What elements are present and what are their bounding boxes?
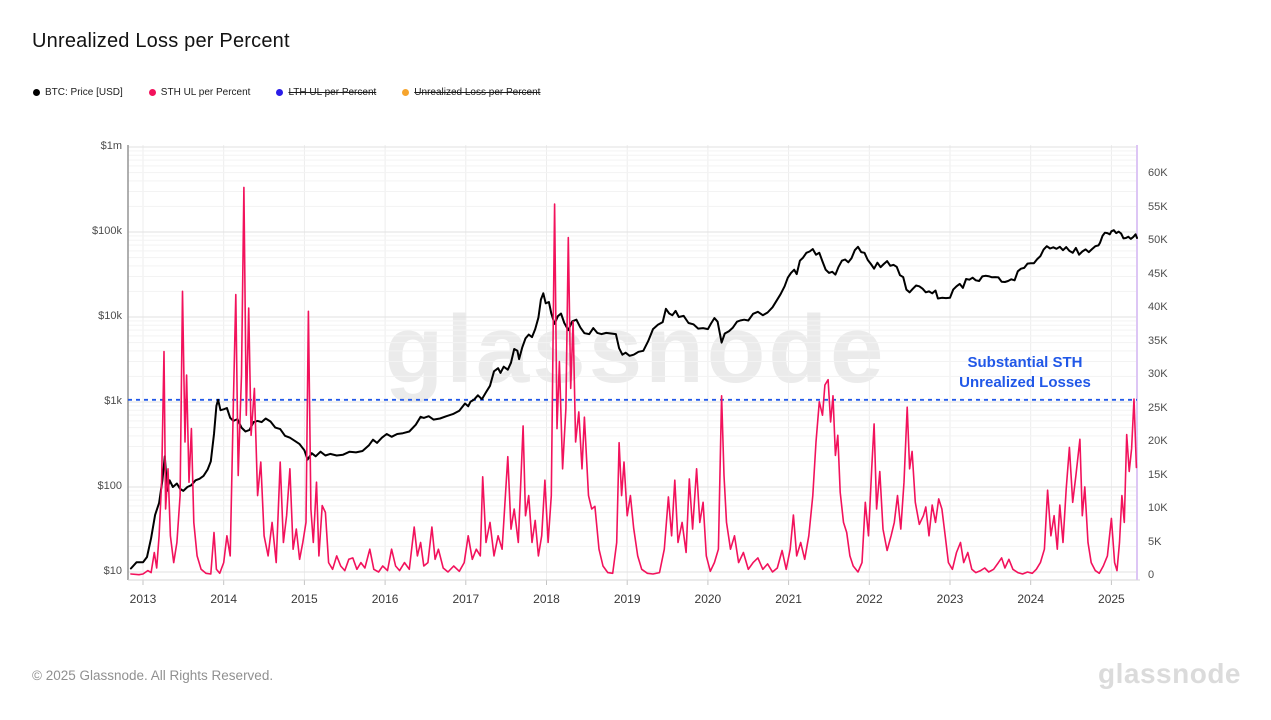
legend-item-lth-ul-per-percent[interactable]: LTH UL per Percent — [276, 87, 376, 98]
legend-item-label: Unrealized Loss per Percent — [414, 87, 541, 98]
copyright-text: © 2025 Glassnode. All Rights Reserved. — [32, 668, 274, 683]
annotation-line-2: Unrealized Losses — [959, 374, 1091, 391]
glassnode-watermark: glassnode — [384, 296, 887, 403]
annotation-line-1: Substantial STH — [967, 354, 1083, 371]
chart-annotation: Substantial STH Unrealized Losses — [905, 353, 1145, 393]
legend-color-dot-icon — [402, 89, 410, 96]
legend-color-dot-icon — [276, 89, 284, 96]
legend-color-dot-icon — [148, 89, 156, 96]
legend-color-dot-icon — [33, 89, 40, 96]
legend-item-unrealized-loss-per-percent[interactable]: Unrealized Loss per Percent — [402, 87, 540, 98]
legend-item-label: BTC: Price [USD] — [45, 87, 123, 98]
chart-legend: BTC: Price [USD] STH UL per Percent LTH UL… — [33, 87, 540, 98]
legend-item-label: STH UL per Percent — [160, 87, 251, 98]
legend-item-btc-price-usd-[interactable]: BTC: Price [USD] — [33, 87, 123, 98]
legend-item-sth-ul-per-percent[interactable]: STH UL per Percent — [148, 87, 251, 98]
legend-item-label: LTH UL per Percent — [288, 87, 377, 98]
glassnode-logo: glassnode — [1098, 658, 1241, 689]
page-title: Unrealized Loss per Percent — [32, 30, 290, 52]
series-line-sth-ul — [130, 186, 1138, 576]
